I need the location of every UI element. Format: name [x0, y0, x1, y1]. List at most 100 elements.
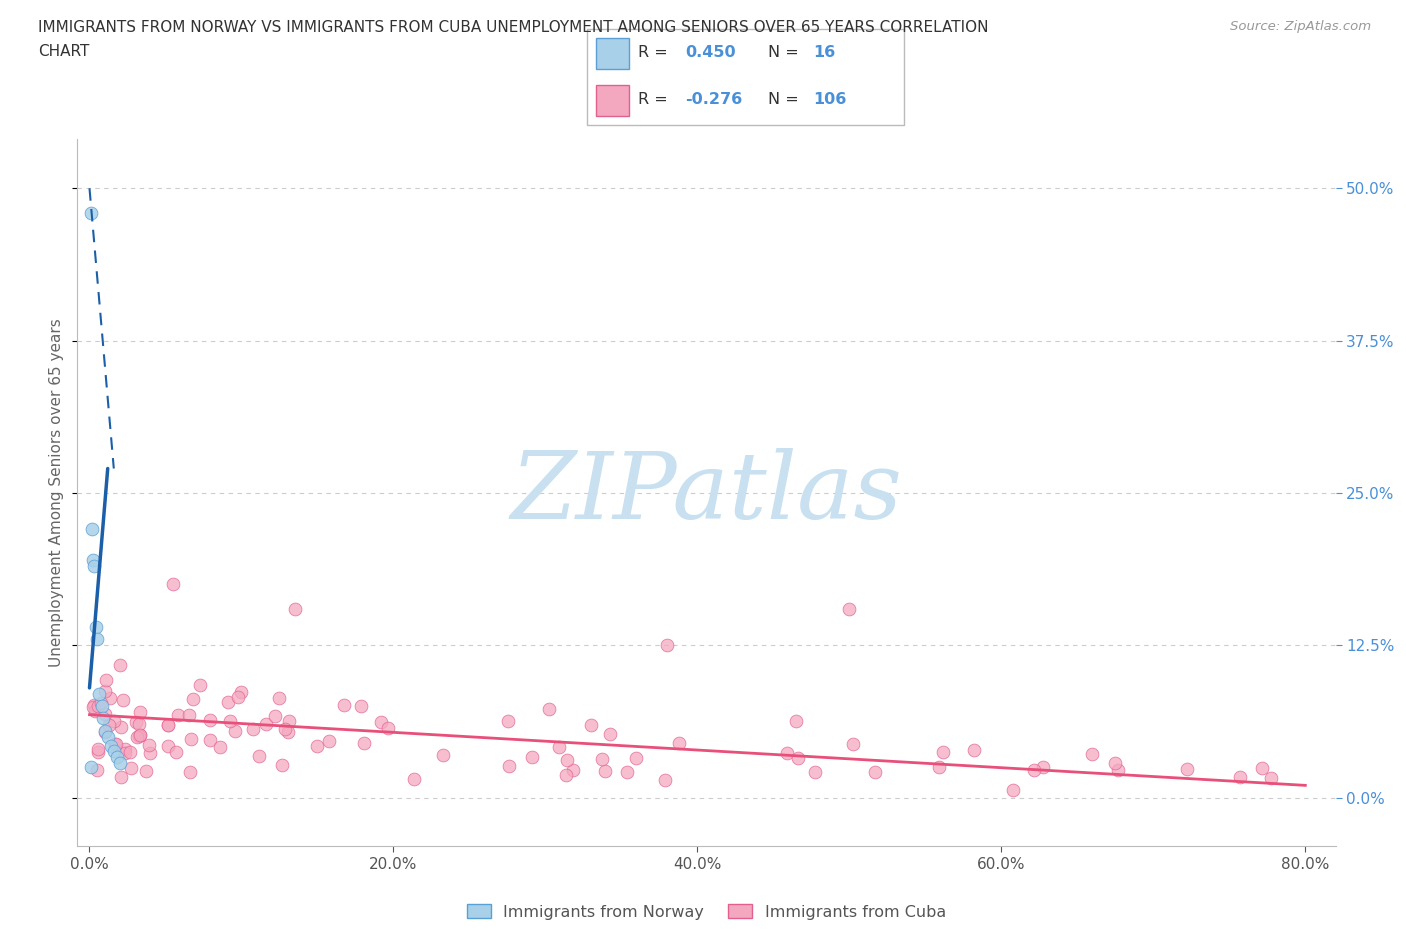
Point — [668, 736, 690, 751]
Point — [776, 745, 799, 760]
Point — [562, 763, 585, 777]
Point — [218, 713, 240, 728]
Point — [103, 713, 125, 728]
Point — [616, 764, 638, 779]
Text: N =: N = — [768, 46, 799, 60]
Point — [118, 744, 141, 759]
Text: ZIPatlas: ZIPatlas — [510, 448, 903, 538]
Point — [1251, 761, 1274, 776]
Point — [114, 741, 136, 756]
Point — [157, 718, 180, 733]
Point — [166, 707, 188, 722]
Legend: Immigrants from Norway, Immigrants from Cuba: Immigrants from Norway, Immigrants from … — [467, 904, 946, 920]
Point — [624, 751, 647, 765]
Point — [277, 713, 299, 728]
Point — [94, 672, 117, 687]
Point — [932, 745, 955, 760]
Point — [179, 764, 201, 779]
Point — [111, 693, 134, 708]
Point — [404, 772, 426, 787]
Point — [129, 704, 152, 719]
Point — [87, 686, 110, 701]
Point — [97, 729, 120, 744]
Point — [83, 559, 105, 574]
Point — [841, 737, 863, 751]
Point — [1260, 770, 1282, 785]
Point — [1022, 763, 1045, 777]
Point — [654, 773, 676, 788]
Point — [555, 752, 578, 767]
Point — [83, 698, 105, 712]
Point — [537, 701, 560, 716]
Point — [1001, 782, 1024, 797]
Point — [377, 721, 399, 736]
Point — [198, 712, 221, 727]
Point — [599, 726, 621, 741]
Point — [80, 522, 103, 537]
Point — [90, 698, 112, 713]
Point — [114, 746, 136, 761]
Point — [254, 717, 277, 732]
Point — [82, 552, 104, 567]
Point — [105, 737, 128, 751]
Point — [94, 725, 117, 740]
Point — [84, 619, 107, 634]
Point — [82, 699, 104, 714]
Point — [105, 750, 128, 764]
Point — [217, 695, 239, 710]
Point — [110, 719, 132, 734]
Bar — [596, 37, 628, 69]
Point — [108, 658, 131, 672]
Point — [498, 759, 520, 774]
Point — [86, 631, 108, 646]
FancyBboxPatch shape — [586, 29, 904, 125]
Point — [1175, 762, 1198, 777]
Point — [128, 728, 150, 743]
Bar — [596, 85, 628, 116]
Point — [128, 717, 150, 732]
Point — [1032, 760, 1054, 775]
Text: 0.450: 0.450 — [685, 46, 735, 60]
Point — [350, 698, 373, 713]
Point — [274, 722, 297, 737]
Point — [80, 206, 103, 220]
Point — [93, 724, 115, 738]
Point — [318, 734, 340, 749]
Point — [785, 714, 807, 729]
Point — [208, 739, 231, 754]
Point — [1081, 747, 1104, 762]
Point — [579, 718, 602, 733]
Point — [332, 698, 354, 712]
Point — [655, 638, 678, 653]
Point — [865, 764, 887, 779]
Point — [120, 761, 142, 776]
Point — [104, 737, 127, 751]
Point — [138, 737, 160, 752]
Point — [188, 678, 211, 693]
Point — [522, 750, 544, 764]
Point — [128, 728, 150, 743]
Text: R =: R = — [638, 46, 668, 60]
Point — [181, 691, 204, 706]
Point — [84, 704, 107, 719]
Point — [198, 733, 221, 748]
Point — [180, 732, 202, 747]
Text: N =: N = — [768, 92, 799, 107]
Point — [267, 691, 290, 706]
Point — [108, 756, 131, 771]
Point — [370, 714, 392, 729]
Point — [555, 767, 578, 782]
Point — [226, 690, 249, 705]
Point — [231, 684, 253, 699]
Point — [80, 760, 103, 775]
Point — [87, 742, 110, 757]
Point — [928, 759, 950, 774]
Point — [125, 729, 148, 744]
Point — [284, 601, 307, 616]
Point — [87, 744, 110, 759]
Point — [86, 762, 108, 777]
Point — [591, 751, 613, 766]
Point — [224, 724, 246, 738]
Point — [138, 745, 160, 760]
Point — [787, 751, 810, 765]
